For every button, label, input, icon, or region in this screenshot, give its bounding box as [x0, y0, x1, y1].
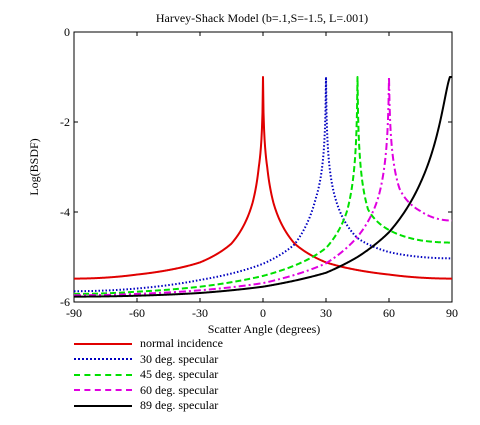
- x-tick-label: -30: [192, 306, 208, 320]
- y-tick-label: -4: [60, 205, 70, 219]
- legend-swatch: [74, 358, 132, 361]
- x-tick-label: 30: [320, 306, 332, 320]
- x-tick-label: -90: [66, 306, 82, 320]
- y-axis-label: Log(BSDF): [27, 138, 41, 195]
- legend-label: normal incidence: [140, 336, 223, 351]
- axes: [73, 31, 453, 303]
- plot-frame: [73, 31, 453, 303]
- legend-label: 60 deg. specular: [140, 382, 219, 397]
- series-line: [74, 76, 452, 280]
- y-tick-label: -2: [60, 115, 70, 129]
- legend-item: 45 deg. specular: [74, 367, 274, 383]
- legend-swatch: [74, 404, 132, 407]
- series-line: [74, 76, 452, 297]
- y-tick-label: -6: [60, 295, 70, 309]
- x-axis-label: Scatter Angle (degrees): [208, 322, 321, 336]
- legend-item: normal incidence: [74, 336, 274, 352]
- legend-label: 45 deg. specular: [140, 367, 219, 382]
- legend-label: 89 deg. specular: [140, 398, 219, 413]
- x-tick-label: 60: [383, 306, 395, 320]
- legend-swatch: [74, 389, 132, 392]
- legend-item: 60 deg. specular: [74, 383, 274, 399]
- series-line: [74, 76, 452, 293]
- tick-labels: -90 -60 -30 0 30 60 90 0 -2 -4 -6: [60, 25, 458, 320]
- x-tick-label: -60: [129, 306, 145, 320]
- legend: normal incidence 30 deg. specular 45 deg…: [74, 336, 274, 414]
- series-line: [74, 76, 452, 295]
- legend-item: 30 deg. specular: [74, 352, 274, 368]
- chart-title: Harvey-Shack Model (b=.1,S=-1.5, L=.001): [156, 11, 368, 25]
- series-lines: [74, 76, 452, 298]
- x-tick-label: 0: [260, 306, 266, 320]
- legend-swatch: [74, 342, 132, 345]
- legend-swatch: [74, 373, 132, 376]
- legend-label: 30 deg. specular: [140, 351, 219, 366]
- y-tick-label: 0: [64, 25, 70, 39]
- series-line: [74, 76, 452, 298]
- legend-item: 89 deg. specular: [74, 398, 274, 414]
- x-tick-label: 90: [446, 306, 458, 320]
